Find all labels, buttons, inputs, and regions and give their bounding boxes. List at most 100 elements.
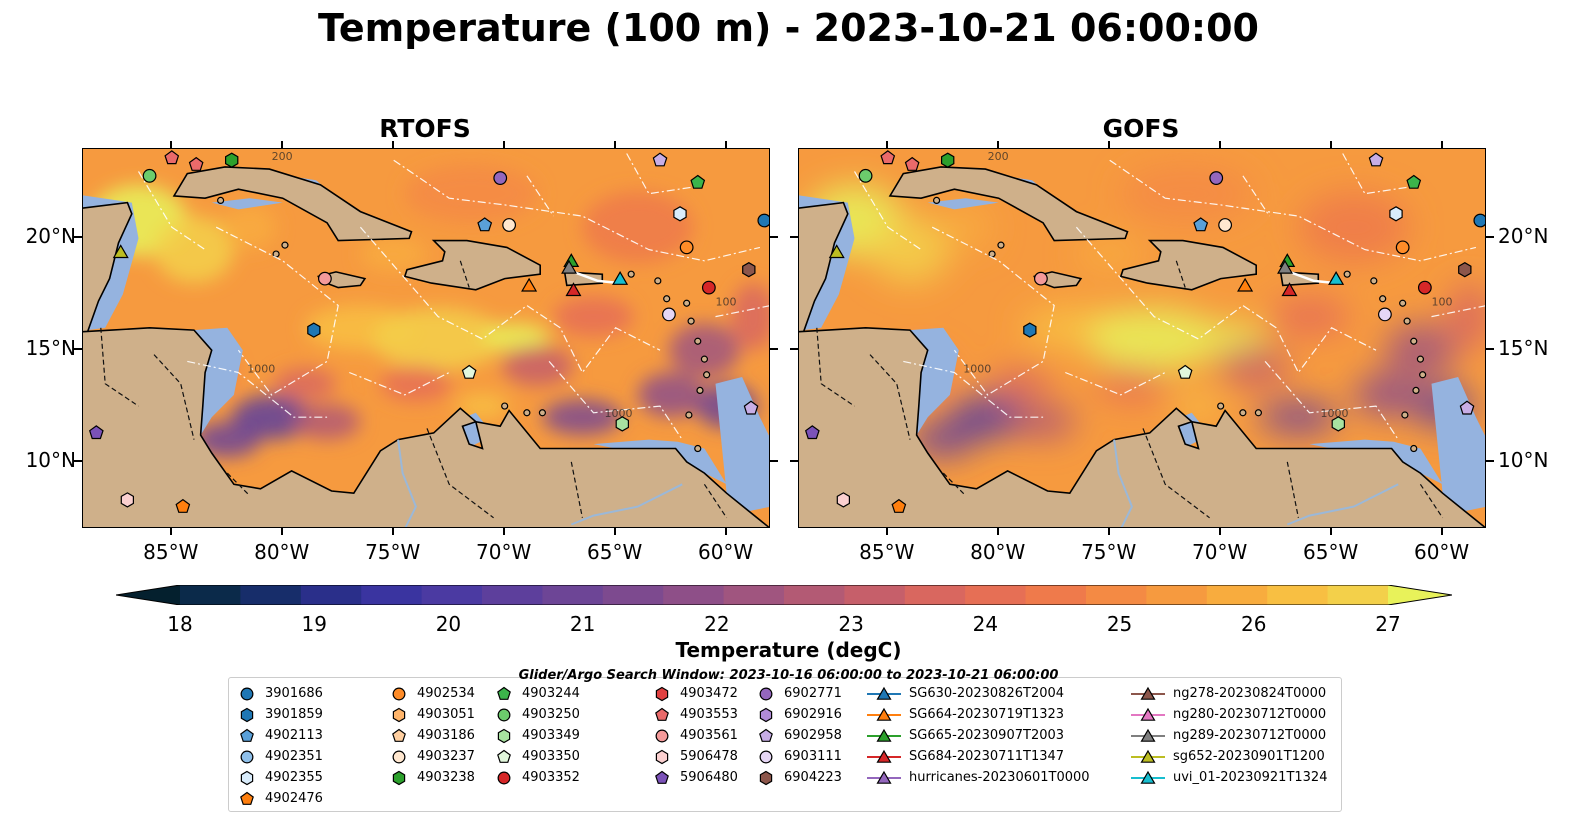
marker-6902958[interactable] <box>1459 400 1475 415</box>
marker-3901859[interactable] <box>307 322 321 338</box>
legend-hexagon-icon[interactable] <box>655 749 669 764</box>
legend-circle-icon[interactable] <box>497 708 511 721</box>
marker-SG664-20230719T1323[interactable] <box>1237 277 1254 292</box>
marker-5906478[interactable] <box>836 492 851 508</box>
marker-4903250[interactable] <box>142 168 157 183</box>
marker-4902355[interactable] <box>673 206 687 222</box>
marker-4902476[interactable] <box>175 498 191 513</box>
marker-uvi_01-20230921T1324[interactable] <box>612 271 629 285</box>
legend-pentagon-icon[interactable] <box>497 686 511 700</box>
marker-6904223[interactable] <box>1458 262 1472 278</box>
legend-triangle-icon[interactable] <box>876 686 892 700</box>
legend-triangle-icon[interactable] <box>1140 686 1156 700</box>
legend-hexagon-icon[interactable] <box>392 770 406 785</box>
marker-4903553[interactable] <box>164 150 180 165</box>
marker-4903238[interactable] <box>941 152 955 168</box>
marker-4903237[interactable] <box>502 218 517 232</box>
marker-4903561[interactable] <box>318 271 332 286</box>
marker-3901686[interactable] <box>757 213 770 228</box>
marker-4903238[interactable] <box>225 152 239 168</box>
legend-circle-icon[interactable] <box>759 687 773 700</box>
marker-4903244[interactable] <box>690 174 706 189</box>
legend-pentagon-icon[interactable] <box>655 707 669 721</box>
marker-6902771[interactable] <box>493 171 508 185</box>
legend-circle-icon[interactable] <box>392 687 406 700</box>
legend-triangle-icon[interactable] <box>1140 749 1156 763</box>
marker-4903553[interactable] <box>904 156 920 171</box>
legend-pentagon-icon[interactable] <box>497 749 511 763</box>
legend-hexagon-icon[interactable] <box>759 707 773 722</box>
marker-4902113[interactable] <box>477 217 493 232</box>
marker-4902534[interactable] <box>679 240 694 255</box>
legend-hexagon-icon[interactable] <box>240 707 254 722</box>
legend-triangle-icon[interactable] <box>1140 707 1156 721</box>
legend-circle-icon[interactable] <box>497 771 511 784</box>
legend-pentagon-icon[interactable] <box>392 728 406 742</box>
marker-3901859[interactable] <box>1023 322 1037 338</box>
marker-5906480[interactable] <box>804 425 820 440</box>
marker-uvi_01-20230921T1324[interactable] <box>1328 271 1345 285</box>
marker-4903561[interactable] <box>1034 271 1048 286</box>
legend-circle-icon[interactable] <box>759 750 773 763</box>
legend-pentagon-icon[interactable] <box>759 728 773 742</box>
legend-triangle-icon[interactable] <box>876 770 892 784</box>
map-panel-gofs[interactable]: 1000 1000 200 100 <box>798 148 1486 528</box>
legend-hexagon-icon[interactable] <box>497 728 511 743</box>
legend-triangle-icon[interactable] <box>876 749 892 763</box>
lon-tick-label: 70°W <box>1192 540 1248 564</box>
marker-5906478[interactable] <box>120 492 135 508</box>
colorbar-tick-label: 23 <box>838 612 864 636</box>
marker-4902476[interactable] <box>891 498 907 513</box>
marker-SG664-20230719T1323[interactable] <box>521 277 538 292</box>
marker-6902958[interactable] <box>1368 152 1384 167</box>
legend-triangle-icon[interactable] <box>1140 770 1156 784</box>
legend-circle-icon[interactable] <box>240 687 254 700</box>
marker-4903553[interactable] <box>880 150 896 165</box>
marker-4902355[interactable] <box>1389 206 1403 222</box>
marker-4903349[interactable] <box>615 416 630 432</box>
marker-3901686[interactable] <box>1473 213 1486 228</box>
legend-hexagon-icon[interactable] <box>655 686 669 701</box>
legend-hexagon-icon[interactable] <box>392 707 406 722</box>
tick-mark <box>770 236 778 239</box>
marker-4903350[interactable] <box>1177 364 1193 379</box>
legend-circle-icon[interactable] <box>392 750 406 763</box>
legend-triangle-icon[interactable] <box>876 707 892 721</box>
legend-pentagon-icon[interactable] <box>240 728 254 742</box>
marker-SG684-20230711T1347[interactable] <box>565 282 582 297</box>
marker-4903237[interactable] <box>1218 218 1233 232</box>
marker-sg652-20230901T1200[interactable] <box>828 244 845 259</box>
marker-6902958[interactable] <box>743 400 759 415</box>
marker-4903352[interactable] <box>1417 280 1432 295</box>
marker-6904223[interactable] <box>742 262 756 278</box>
marker-4903244[interactable] <box>1406 174 1422 189</box>
legend-circle-icon[interactable] <box>240 750 254 763</box>
legend-triangle-icon[interactable] <box>1140 728 1156 742</box>
legend-circle-icon[interactable] <box>655 729 669 742</box>
colorbar-swatch <box>844 585 906 605</box>
legend-label: 5906478 <box>680 749 738 764</box>
marker-4903349[interactable] <box>1331 416 1346 432</box>
legend-hexagon-icon[interactable] <box>240 770 254 785</box>
marker-ng289-20230712T0000[interactable] <box>1277 259 1294 274</box>
marker-6903111[interactable] <box>1378 307 1392 322</box>
marker-4902113[interactable] <box>1193 217 1209 232</box>
marker-ng289-20230712T0000[interactable] <box>561 259 578 274</box>
marker-SG684-20230711T1347[interactable] <box>1281 282 1298 297</box>
marker-5906480[interactable] <box>88 425 104 440</box>
marker-sg652-20230901T1200[interactable] <box>112 244 129 259</box>
marker-4903553[interactable] <box>188 156 204 171</box>
legend-triangle-icon[interactable] <box>876 728 892 742</box>
marker-4903352[interactable] <box>701 280 716 295</box>
legend-pentagon-icon[interactable] <box>655 770 669 784</box>
marker-6902958[interactable] <box>652 152 668 167</box>
legend-pentagon-icon[interactable] <box>240 791 254 805</box>
marker-4903250[interactable] <box>858 168 873 183</box>
marker-4902534[interactable] <box>1395 240 1410 255</box>
marker-6903111[interactable] <box>662 307 676 322</box>
tick-mark <box>1218 528 1221 535</box>
marker-6902771[interactable] <box>1209 171 1224 185</box>
map-panel-rtofs[interactable]: 1000 1000 200 100 <box>82 148 770 528</box>
marker-4903350[interactable] <box>461 364 477 379</box>
legend-hexagon-icon[interactable] <box>759 770 773 785</box>
